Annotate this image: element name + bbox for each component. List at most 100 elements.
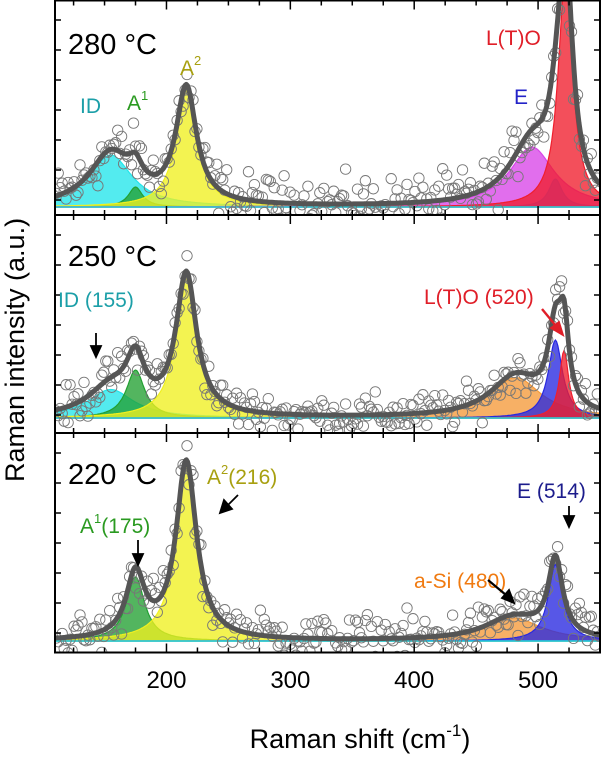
data-point xyxy=(96,369,108,381)
data-point xyxy=(137,595,150,607)
data-point xyxy=(538,131,550,143)
data-point xyxy=(369,386,381,398)
data-point xyxy=(131,364,144,376)
data-point xyxy=(262,174,274,186)
data-point xyxy=(311,223,321,233)
data-point xyxy=(488,156,500,168)
arrow-A2-220-head xyxy=(218,498,234,515)
label-E-280: E xyxy=(514,86,528,109)
data-point xyxy=(291,649,301,652)
data-point xyxy=(452,178,465,191)
x-axis-label-superscript: -1 xyxy=(446,721,461,740)
data-point xyxy=(409,185,421,198)
data-point xyxy=(151,358,163,370)
data-point xyxy=(92,180,104,192)
data-point xyxy=(494,603,506,615)
data-point xyxy=(305,212,315,215)
data-point xyxy=(518,588,530,600)
data-point xyxy=(579,180,592,192)
data-point xyxy=(242,166,255,178)
label-A2-280-base: A xyxy=(180,57,194,80)
data-point xyxy=(221,164,233,176)
data-point xyxy=(84,397,96,409)
x-tick-label-400: 400 xyxy=(394,667,434,694)
data-point xyxy=(283,212,293,215)
data-point xyxy=(345,420,358,432)
data-point xyxy=(442,394,455,407)
data-point xyxy=(349,614,362,626)
data-point xyxy=(55,656,65,666)
data-point xyxy=(304,645,316,652)
data-point xyxy=(318,182,330,195)
arrow-A1-220-head xyxy=(131,553,145,568)
data-point xyxy=(110,614,122,627)
data-point xyxy=(246,186,259,199)
label-A2-220-base: A xyxy=(207,466,221,489)
data-point xyxy=(367,183,379,195)
x-tick-label-300: 300 xyxy=(270,667,310,694)
data-point xyxy=(258,206,270,215)
data-point xyxy=(506,125,518,137)
data-point xyxy=(217,636,229,648)
data-point xyxy=(534,618,546,631)
panel-220-temperature: 220 °C xyxy=(68,459,157,491)
data-point xyxy=(211,400,223,412)
data-point xyxy=(407,399,419,412)
label-A1-220: A1(175) xyxy=(80,511,150,538)
data-point xyxy=(363,400,376,413)
data-point xyxy=(151,606,163,618)
data-point xyxy=(100,614,112,626)
data-point xyxy=(276,621,288,633)
x-axis-label-main: Raman shift (cm xyxy=(250,724,447,754)
data-point xyxy=(55,167,64,179)
data-point xyxy=(287,224,297,234)
label-A1-220-sup: 1 xyxy=(94,511,101,526)
data-point xyxy=(226,636,239,648)
data-point xyxy=(268,182,280,194)
data-point xyxy=(375,624,387,636)
panels-layer xyxy=(55,0,600,672)
data-point xyxy=(312,615,324,627)
data-point xyxy=(224,201,237,213)
data-point xyxy=(581,409,594,421)
data-point xyxy=(106,381,118,393)
data-point xyxy=(437,389,449,401)
data-point xyxy=(133,140,146,152)
data-point xyxy=(462,384,475,396)
data-point xyxy=(318,613,330,626)
data-point xyxy=(494,389,506,401)
data-point xyxy=(306,617,318,630)
data-point xyxy=(234,613,247,626)
data-point xyxy=(371,208,383,215)
fit-curve-panel-1 xyxy=(55,268,600,418)
data-point xyxy=(217,173,229,186)
data-point xyxy=(90,396,102,408)
data-point xyxy=(532,126,544,139)
data-point xyxy=(108,629,120,641)
data-point xyxy=(417,181,429,193)
data-point xyxy=(460,375,473,387)
data-point xyxy=(62,416,74,429)
data-point xyxy=(201,388,213,401)
data-point xyxy=(332,425,344,433)
panel-250-temperature: 250 °C xyxy=(68,241,157,273)
data-point xyxy=(514,357,526,369)
data-point xyxy=(330,207,342,215)
data-point xyxy=(279,649,289,652)
data-point xyxy=(446,609,459,621)
panel-0 xyxy=(55,0,600,234)
data-point xyxy=(435,212,446,215)
data-point xyxy=(577,393,590,405)
data-point xyxy=(466,198,479,211)
data-point xyxy=(264,175,276,188)
data-point xyxy=(464,177,477,189)
x-tick-label-500: 500 xyxy=(518,667,558,694)
panel-1 xyxy=(55,250,600,433)
data-point xyxy=(283,654,293,664)
plot-frame xyxy=(54,0,601,654)
data-point xyxy=(512,170,524,183)
data-point xyxy=(364,662,374,672)
data-point xyxy=(155,188,167,200)
data-point xyxy=(553,281,566,293)
data-point xyxy=(217,379,229,391)
